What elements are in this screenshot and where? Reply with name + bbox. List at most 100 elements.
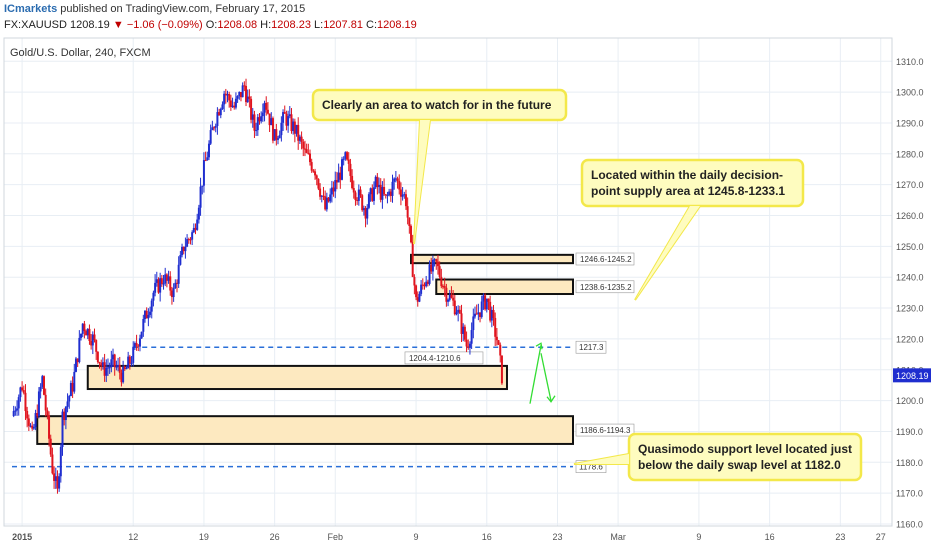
candle-body (248, 96, 251, 99)
plot-frame (3, 37, 893, 527)
candle-body (442, 286, 445, 288)
candle-body (398, 180, 401, 190)
candle-body (388, 191, 391, 196)
candle-body (207, 143, 210, 158)
candle-body (14, 410, 17, 412)
candle-body (415, 285, 418, 298)
candle-body (132, 346, 135, 363)
candle-body (221, 104, 224, 109)
candle-body (319, 188, 322, 197)
candle-body (251, 114, 254, 120)
candle-body (256, 117, 259, 131)
y-tick-label: 1190.0 (896, 427, 923, 437)
candle-body (354, 192, 357, 201)
supply-demand-zone (36, 415, 574, 445)
y-tick-label: 1200.0 (896, 396, 924, 406)
candle-body (433, 259, 436, 261)
candle-body (278, 135, 281, 139)
candle-body (327, 197, 330, 202)
candle-body (90, 340, 93, 346)
candle-body (218, 112, 221, 116)
candle-body (27, 418, 30, 426)
candle-body (78, 337, 81, 363)
candle-body (21, 387, 24, 391)
candle-body (56, 476, 59, 489)
price-chart[interactable]: 1246.6-1245.2 1238.6-1235.2 1204.4-1210.6 1… (0, 36, 932, 550)
candle-body (12, 411, 15, 417)
candle-body (76, 358, 79, 363)
candle-body (268, 113, 271, 126)
candle-body (196, 219, 199, 230)
candle-body (162, 283, 165, 285)
candle-body (275, 129, 278, 140)
candle-body (285, 113, 288, 126)
zone-label-box (404, 351, 484, 365)
callout-pointer-fill (414, 120, 430, 244)
candle-body (106, 367, 109, 369)
candle-body (431, 259, 434, 272)
candle-body (359, 189, 362, 196)
down-arrow-icon: ▼ (112, 19, 124, 31)
candle-body (270, 118, 273, 126)
candle-body (352, 188, 355, 193)
candle-body (413, 276, 416, 286)
candle-body (189, 239, 192, 241)
candle-body (19, 387, 22, 398)
candle-body (468, 343, 471, 347)
candle-body (49, 438, 52, 455)
candle-body (443, 286, 446, 288)
candle-body (239, 91, 242, 98)
candle-body (100, 363, 103, 366)
candle-body (63, 411, 66, 421)
zone-label: 1238.6-1235.2 (580, 283, 632, 292)
candle-body (425, 281, 428, 287)
x-tick-label: 16 (482, 532, 492, 542)
close-value: 1208.19 (377, 19, 417, 31)
y-tick-label: 1310.0 (896, 57, 924, 67)
candle-body (418, 293, 421, 302)
symbol: FX:XAUUSD (4, 19, 67, 31)
candle-body (389, 191, 392, 196)
callout-text: Located within the daily decision- (591, 168, 783, 182)
candle-body (293, 121, 296, 134)
candle-body (325, 197, 328, 210)
candle-body (98, 362, 101, 364)
candle-body (81, 323, 84, 334)
candle-body (36, 413, 39, 417)
candle-body (122, 366, 125, 383)
candle-body (243, 85, 246, 87)
last-price-tag (893, 368, 931, 383)
candle-body (282, 112, 285, 123)
candle-body (174, 282, 177, 289)
candle-body (297, 124, 300, 141)
y-tick-label: 1250.0 (896, 242, 924, 252)
candle-body (462, 326, 465, 334)
candle-body (298, 136, 301, 141)
x-tick-label: 26 (270, 532, 280, 542)
forecast-arrow-down (540, 353, 552, 401)
candle-body (334, 179, 337, 192)
candle-body (499, 344, 502, 356)
candle-body (58, 476, 61, 489)
candle-body (182, 246, 185, 252)
publisher-name[interactable]: ICmarkets (4, 3, 58, 15)
candle-body (54, 476, 57, 481)
candle-body (383, 186, 386, 195)
x-tick-label: 19 (199, 532, 209, 542)
candle-body (428, 264, 431, 284)
candle-body (386, 195, 389, 197)
candle-body (64, 406, 67, 421)
candle-body (322, 195, 325, 197)
low-label: L: (314, 19, 324, 31)
candle-body (245, 85, 248, 103)
candle-body (152, 292, 155, 301)
axes-layer: 1160.01170.01180.01190.01200.01210.01220… (12, 57, 931, 542)
x-tick-label: 9 (414, 532, 419, 542)
candle-body (403, 194, 406, 196)
candle-body (68, 396, 71, 402)
candle-body (128, 356, 131, 364)
x-tick-label: 2015 (12, 532, 32, 542)
candle-body (29, 425, 32, 427)
candle-body (344, 152, 347, 159)
candle-body (22, 390, 25, 393)
